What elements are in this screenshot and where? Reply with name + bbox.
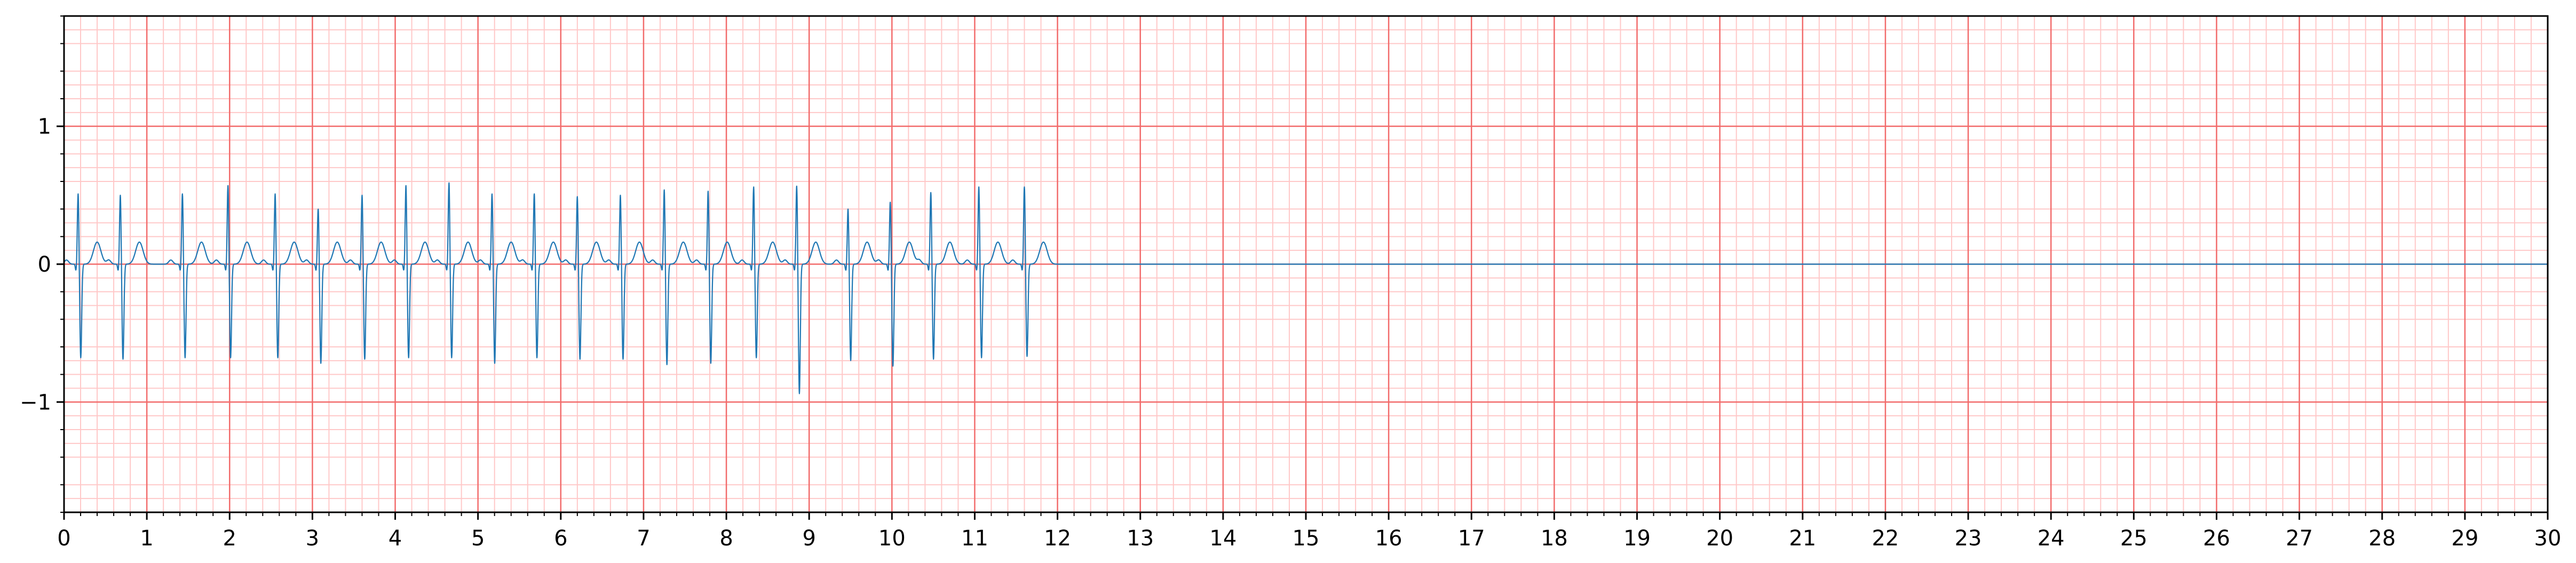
x-tick-label: 30 (2534, 526, 2562, 551)
y-tick-label: 0 (38, 252, 51, 277)
x-tick-label: 27 (2286, 526, 2313, 551)
x-tick-label: 6 (554, 526, 567, 551)
x-tick-label: 24 (2038, 526, 2065, 551)
x-tick-label: 14 (1209, 526, 1237, 551)
x-tick-label: 16 (1375, 526, 1402, 551)
x-tick-label: 23 (1955, 526, 1982, 551)
x-tick-label: 0 (57, 526, 70, 551)
x-tick-label: 3 (306, 526, 319, 551)
x-tick-label: 13 (1127, 526, 1154, 551)
ecg-signal-line (64, 182, 2548, 394)
x-tick-label: 25 (2120, 526, 2147, 551)
x-tick-label: 2 (223, 526, 236, 551)
x-tick-label: 22 (1872, 526, 1899, 551)
series-layer (64, 182, 2548, 394)
y-axis: 1 0 −1 (20, 15, 64, 513)
x-tick-label: 20 (1706, 526, 1733, 551)
x-tick-label: 19 (1623, 526, 1651, 551)
x-tick-label: 28 (2368, 526, 2396, 551)
x-tick-label: 26 (2203, 526, 2230, 551)
x-tick-label: 11 (961, 526, 988, 551)
x-tick-label: 17 (1458, 526, 1485, 551)
x-tick-label: 10 (878, 526, 906, 551)
x-tick-label: 12 (1044, 526, 1071, 551)
x-tick-label: 7 (637, 526, 650, 551)
x-tick-label: 1 (140, 526, 153, 551)
x-tick-label: 18 (1541, 526, 1568, 551)
x-tick-label: 8 (719, 526, 733, 551)
y-tick-label: −1 (20, 390, 51, 415)
x-tick-label: 15 (1293, 526, 1320, 551)
x-tick-label: 4 (389, 526, 402, 551)
x-tick-label: 21 (1789, 526, 1816, 551)
x-tick-label: 29 (2451, 526, 2478, 551)
x-tick-label: 5 (471, 526, 485, 551)
x-tick-label: 9 (802, 526, 815, 551)
x-axis: 0 1 2 3 4 5 6 7 8 9 10 11 12 13 14 15 16 17 18 19 20 21 22 23 24… (57, 512, 2561, 551)
y-tick-label: 1 (38, 115, 51, 139)
